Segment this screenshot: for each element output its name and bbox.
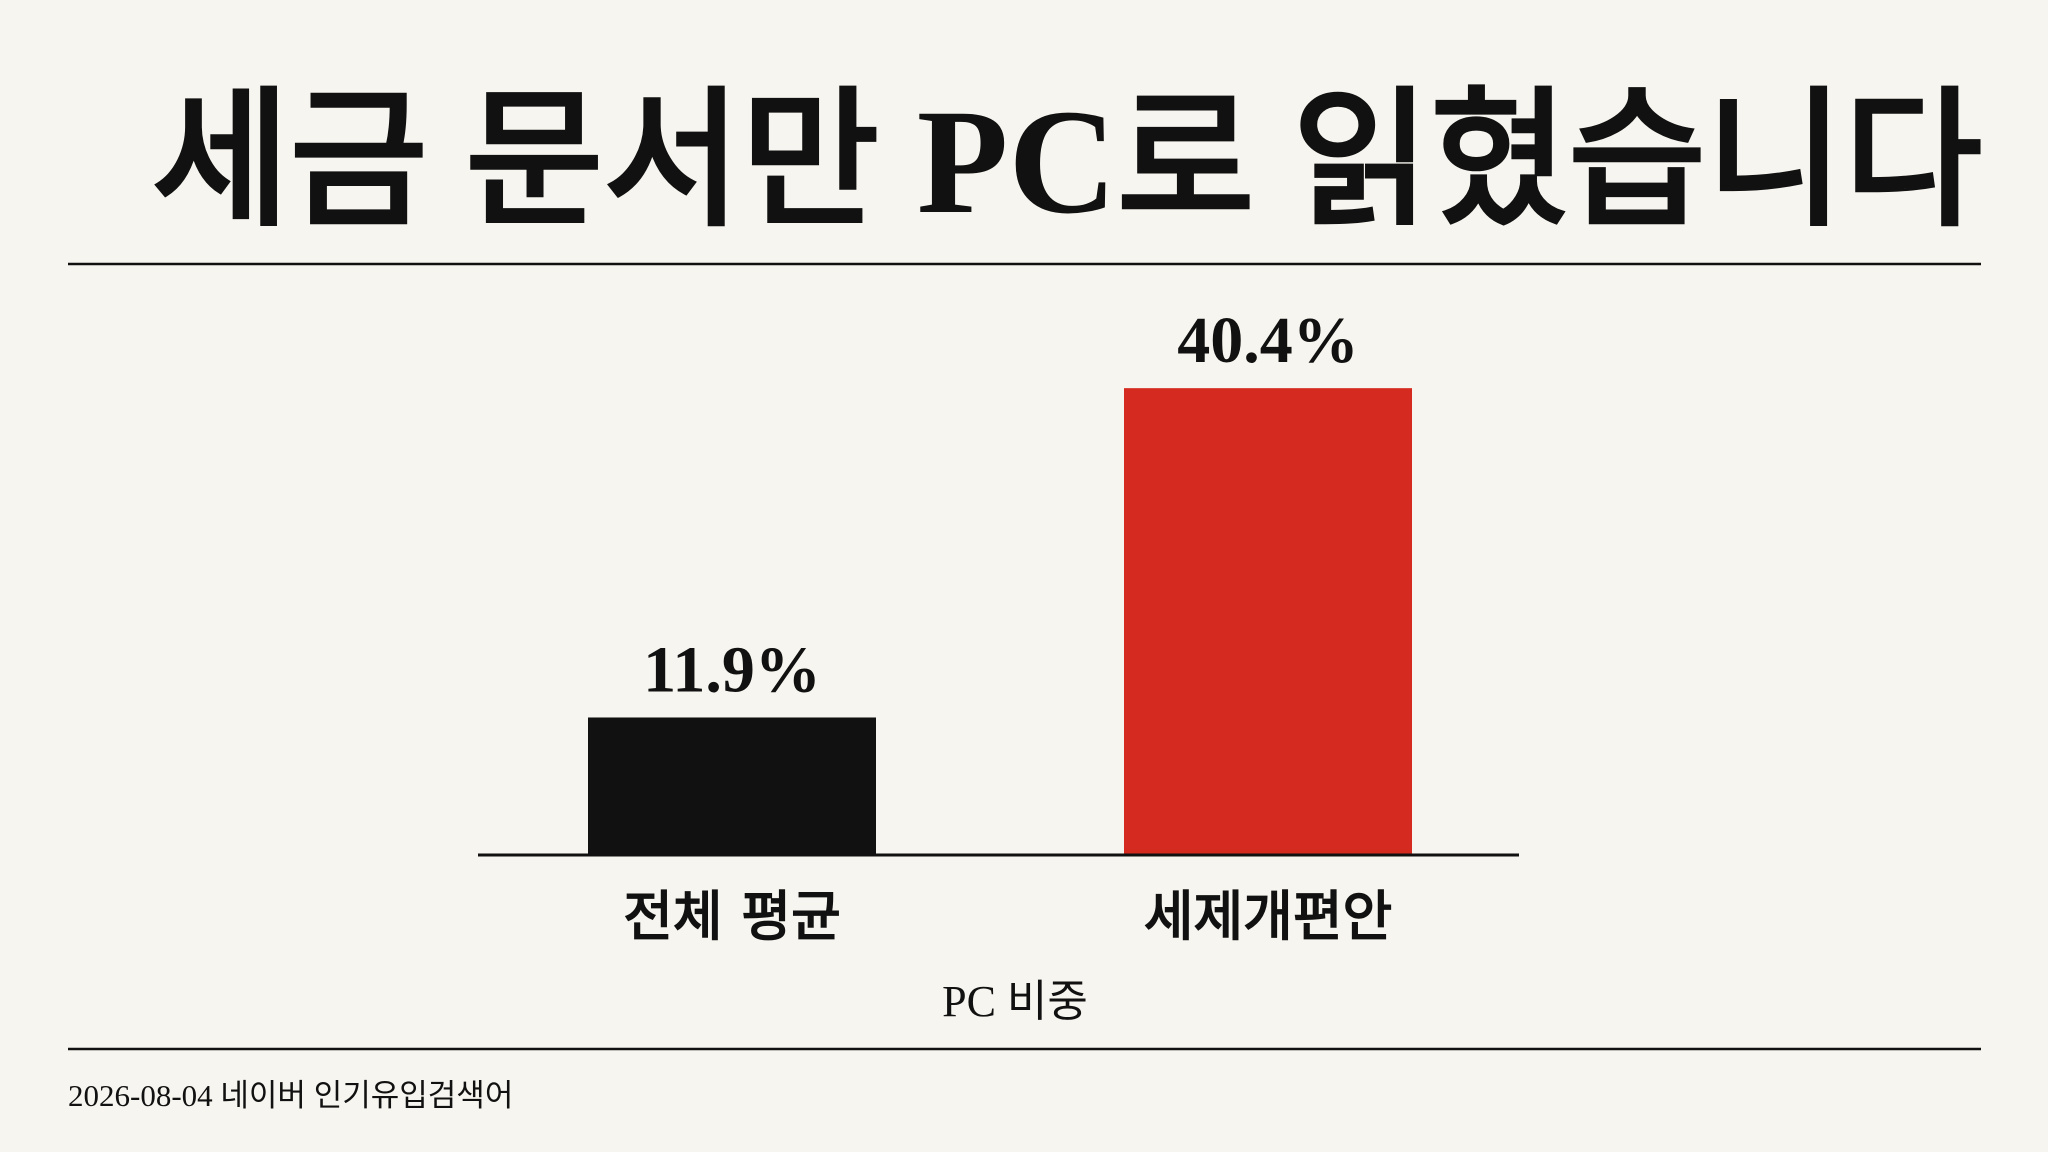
value-label: 11.9% [643,633,821,706]
chart-title: 세금 문서만 PC로 읽혔습니다 [152,79,1982,245]
x-tick-label: 세제개편안 [1144,885,1392,948]
bar [588,717,876,855]
bar [1124,388,1412,855]
footer: 2026-08-04 네이버 인기유입검색어 [68,1078,513,1113]
x-axis-label: PC 비중 [942,977,1088,1026]
value-label: 40.4% [1177,304,1359,377]
x-tick-label: 전체 평균 [623,885,841,948]
